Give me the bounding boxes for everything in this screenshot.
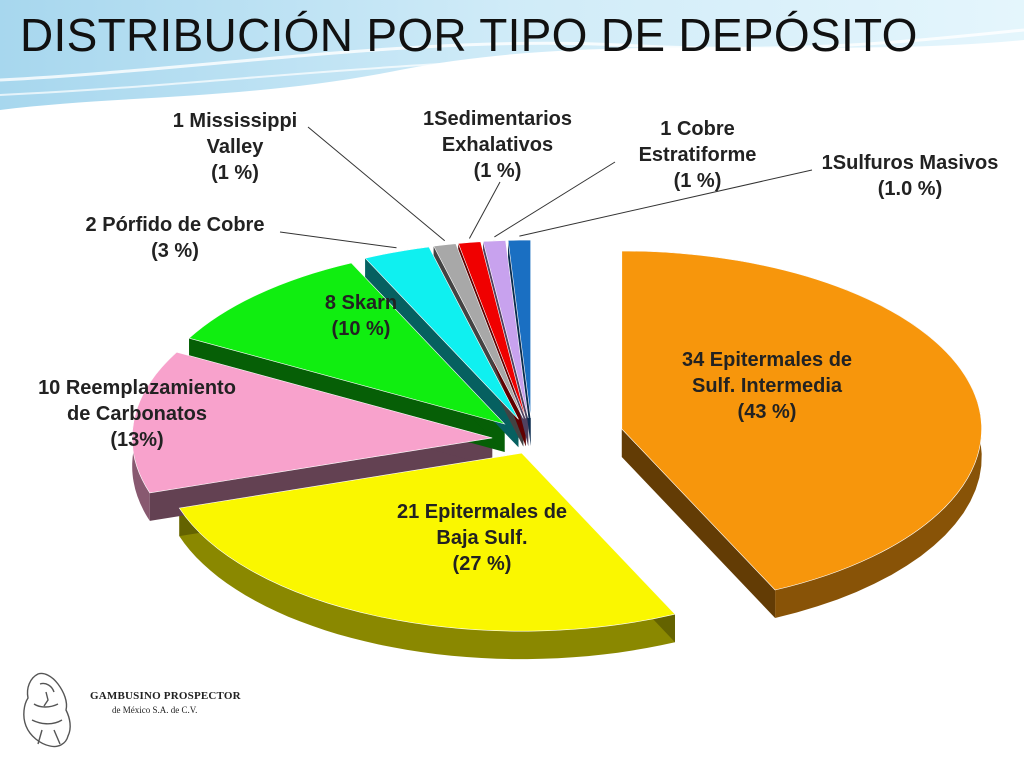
- leader-lines: [279, 126, 813, 249]
- top-wave-line-2: [0, 47, 1024, 96]
- top-wave-line: [0, 28, 1024, 82]
- slice-label-mississippi-valley: 1 Mississippi Valley (1 %): [172, 110, 298, 184]
- pie-slices: [131, 239, 982, 632]
- leader-line-sedimentarios-exhalativos: [468, 181, 501, 239]
- slice-label-skarn: 8 Skarn (10 %): [324, 292, 398, 340]
- slice-label-sulfuros-masivos: 1Sulfuros Masivos (1.0 %): [821, 152, 999, 200]
- slice-label-epitermales-sulf-intermedia: 34 Epitermales de Sulf. Intermedia (43 %…: [681, 349, 853, 423]
- company-logo: [23, 672, 71, 748]
- slice-label-reemplazamiento-carbonatos: 10 Reemplazamiento de Carbonatos (13%): [38, 377, 236, 451]
- slice-label-cobre-estratiforme: 1 Cobre Estratiforme (1 %): [638, 118, 757, 192]
- logo-company-subtitle: de México S.A. de C.V.: [112, 705, 198, 715]
- leader-line-porfido-cobre: [279, 231, 397, 249]
- slice-sulfuros-masivos: [507, 239, 531, 419]
- slide-title: DISTRIBUCIÓN POR TIPO DE DEPÓSITO: [20, 9, 918, 61]
- slice-epitermales-baja-sulf: [178, 452, 676, 632]
- slice-label-porfido-cobre: 2 Pórfido de Cobre (3 %): [85, 214, 265, 262]
- slice-wall-epitermales-baja-sulf: [179, 508, 676, 660]
- slice-label-epitermales-baja-sulf: 21 Epitermales de Baja Sulf. (27 %): [396, 501, 568, 575]
- leader-line-cobre-estratiforme: [494, 161, 616, 238]
- slice-mississippi-valley: [433, 243, 524, 419]
- leader-line-mississippi-valley: [307, 126, 446, 242]
- slice-label-sedimentarios-exhalativos: 1Sedimentarios Exhalativos (1 %): [423, 108, 572, 182]
- slice-skarn: [188, 262, 506, 425]
- slice-cut-face-epitermales-sulf-intermedia-1: [621, 428, 776, 618]
- slice-sedimentarios-exhalativos: [457, 241, 526, 419]
- leader-line-sulfuros-masivos: [519, 169, 813, 237]
- slice-porfido-cobre: [364, 246, 519, 420]
- logo-company-name: GAMBUSINO PROSPECTOR: [90, 690, 241, 702]
- slice-epitermales-sulf-intermedia: [621, 250, 982, 591]
- slice-cobre-estratiforme: [482, 240, 529, 419]
- top-wave-band: [0, 0, 1024, 110]
- slice-reemplazamiento-carbonatos: [131, 351, 493, 494]
